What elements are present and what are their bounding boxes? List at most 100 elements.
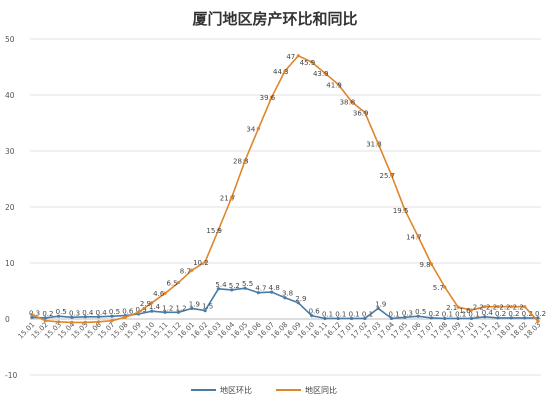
data-point: [70, 315, 74, 319]
data-label: 41.9: [326, 81, 342, 89]
data-point: [349, 316, 354, 321]
data-point: [203, 309, 207, 313]
data-point: [389, 173, 394, 177]
data-label: 2.2: [486, 304, 497, 312]
data-point: [110, 319, 114, 323]
data-label: 1.9: [189, 300, 200, 308]
data-label: 21.7: [220, 194, 236, 202]
data-point: [243, 286, 247, 290]
y-tick-label: 30: [5, 147, 15, 156]
data-point: [429, 262, 434, 266]
data-label: 1.6: [459, 307, 471, 315]
data-point: [376, 142, 380, 146]
data-point: [230, 195, 234, 200]
data-label: 0.1: [468, 310, 479, 318]
data-label: 44.3: [273, 68, 289, 76]
gridlines: [30, 38, 541, 376]
data-point: [310, 60, 314, 64]
data-label: 0.2: [522, 310, 533, 318]
data-point: [456, 305, 460, 309]
data-point: [136, 310, 141, 314]
data-label: 45.9: [300, 59, 316, 67]
data-point: [403, 208, 407, 212]
y-axis: -10 0 10 20 30 40 50: [5, 35, 17, 380]
data-label: 0.5: [109, 308, 120, 316]
data-label: 4.8: [269, 284, 280, 292]
data-point: [216, 287, 221, 291]
data-point: [416, 314, 420, 318]
data-point: [57, 314, 61, 318]
data-point: [283, 296, 287, 300]
data-label: 0.1: [362, 310, 373, 318]
series-mom: 0.3 0.2 0.5 0.3 0.4 0.4 0.5 0.6 0.9 1.4 1.2 1.2 1.9 1…: [29, 280, 546, 321]
data-label: 38.8: [340, 99, 356, 107]
x-axis: 15.0115.0215.0315.0415.0515.0615.0715.08…: [17, 320, 543, 340]
data-point: [123, 315, 127, 319]
data-label: 0.3: [402, 309, 413, 317]
data-label: 0.1: [322, 310, 333, 318]
y-tick-label: -10: [5, 371, 17, 380]
data-label: 5.4: [215, 281, 227, 289]
data-point: [469, 308, 474, 312]
data-label: 0.5: [56, 308, 67, 316]
data-point: [230, 288, 234, 292]
series-line: [31, 54, 539, 324]
data-point: [43, 316, 47, 320]
data-point: [176, 281, 181, 285]
data-point: [403, 315, 407, 319]
data-label: 0.3: [69, 309, 80, 317]
data-label: 2.9: [140, 300, 151, 308]
data-point: [310, 314, 314, 318]
data-point: [296, 54, 300, 58]
data-point: [30, 312, 34, 317]
data-point: [416, 235, 420, 239]
data-point: [30, 315, 34, 319]
data-label: 2.1: [446, 304, 457, 312]
data-point: [509, 316, 513, 320]
data-label: 36.9: [353, 109, 369, 117]
data-label: 0.2: [42, 310, 53, 318]
data-label: 0.2: [428, 310, 439, 318]
y-tick-label: 20: [5, 203, 15, 212]
data-label: 0.4: [482, 309, 494, 317]
data-point: [389, 316, 394, 321]
data-label: 1.4: [149, 303, 161, 311]
legend: 地区环比 地区同比: [191, 385, 337, 395]
data-label: 0.1: [455, 310, 466, 318]
data-label: 0.6: [122, 308, 134, 316]
data-point: [283, 69, 287, 73]
data-label: 1.5: [202, 303, 213, 311]
data-point: [496, 305, 500, 309]
data-point: [296, 301, 300, 305]
data-label: 0.5: [415, 308, 426, 316]
data-label: 4.7: [255, 285, 266, 293]
data-point: [43, 319, 47, 323]
data-label: 2.2: [513, 304, 524, 312]
data-point: [443, 285, 447, 289]
data-point: [349, 100, 354, 104]
y-tick-label: 10: [5, 259, 15, 268]
data-label: 14.7: [406, 234, 422, 242]
data-label: 0.4: [96, 309, 108, 317]
data-point: [176, 310, 181, 314]
data-label: 3.8: [282, 290, 293, 298]
data-point: [216, 228, 221, 232]
data-label: 2.2: [499, 304, 510, 312]
data-point: [336, 82, 340, 86]
data-point: [70, 320, 74, 324]
data-label: 28.3: [233, 158, 249, 166]
data-point: [96, 320, 101, 324]
data-label: 0.4: [82, 309, 94, 317]
data-point: [376, 306, 380, 310]
data-label: 0.6: [309, 308, 321, 316]
data-point: [363, 316, 367, 321]
data-label: 1.9: [375, 300, 386, 308]
data-point: [483, 305, 487, 309]
data-point: [256, 291, 260, 295]
data-label: 15.9: [206, 227, 222, 235]
data-label: 2.9: [295, 295, 306, 303]
data-label: 5.2: [229, 282, 240, 290]
data-label: 8.7: [180, 267, 191, 275]
data-label: 25.7: [380, 172, 396, 180]
data-label: 5.7: [433, 284, 444, 292]
